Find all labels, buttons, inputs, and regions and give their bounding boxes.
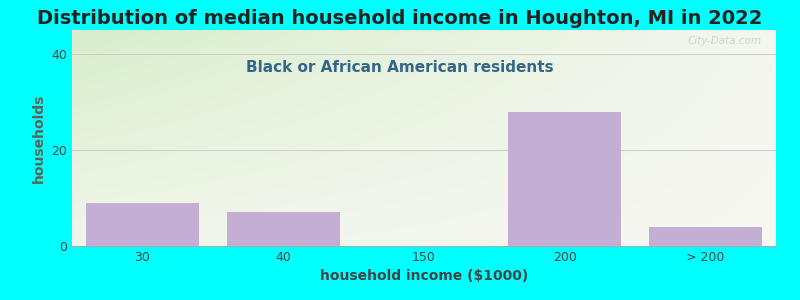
Y-axis label: households: households <box>32 93 46 183</box>
Bar <box>227 212 339 246</box>
X-axis label: household income ($1000): household income ($1000) <box>320 269 528 284</box>
Bar <box>86 203 198 246</box>
Text: Black or African American residents: Black or African American residents <box>246 60 554 75</box>
Text: City-Data.com: City-Data.com <box>688 37 762 46</box>
Text: Distribution of median household income in Houghton, MI in 2022: Distribution of median household income … <box>38 9 762 28</box>
Bar <box>650 227 762 246</box>
Bar <box>509 112 621 246</box>
